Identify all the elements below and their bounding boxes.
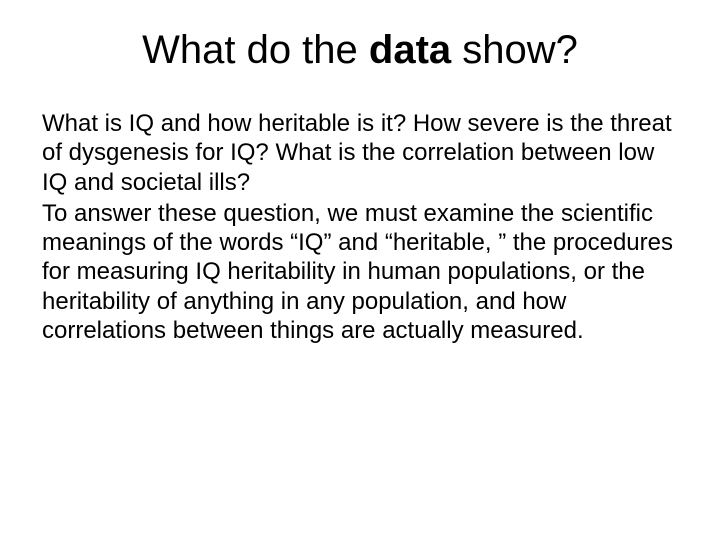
slide: What do the data show? What is IQ and ho… (0, 28, 720, 540)
slide-body: What is IQ and how heritable is it? How … (42, 109, 678, 345)
body-paragraph-2: To answer these question, we must examin… (42, 199, 678, 345)
title-post: show? (451, 28, 578, 72)
slide-title: What do the data show? (0, 28, 720, 73)
title-bold: data (369, 28, 451, 72)
title-pre: What do the (142, 28, 369, 72)
body-paragraph-1: What is IQ and how heritable is it? How … (42, 109, 678, 197)
